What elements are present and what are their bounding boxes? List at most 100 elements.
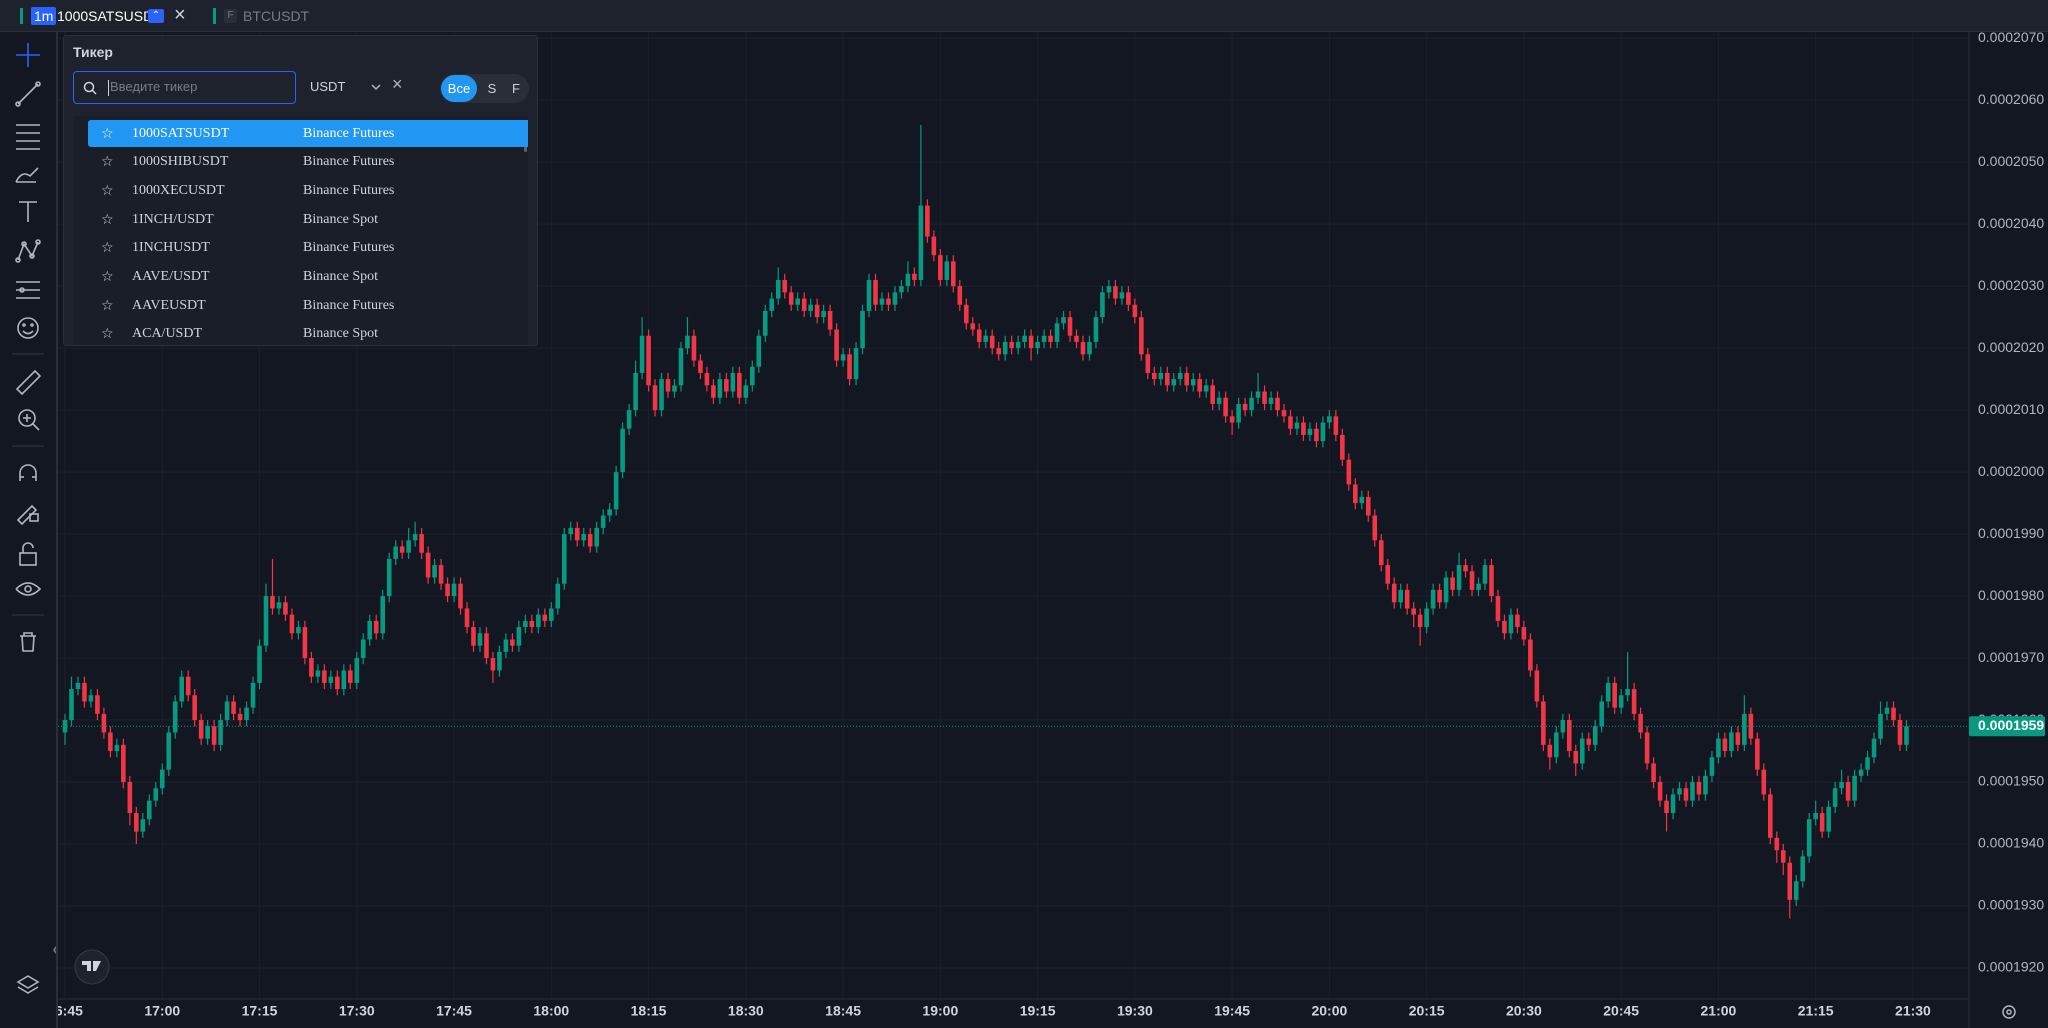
candle-body — [1456, 565, 1462, 590]
quote-select[interactable]: USDT — [310, 79, 346, 94]
visibility-tool[interactable] — [15, 582, 42, 596]
candle-body — [1897, 720, 1903, 745]
favorite-star[interactable]: ☆ — [101, 240, 114, 257]
ticker-row[interactable]: ☆ 1INCH/USDT Binance Spot — [88, 206, 528, 233]
candle-body — [607, 509, 612, 516]
trend-line-tool[interactable] — [15, 81, 41, 107]
y-tick-label: 0.0002000 — [1978, 463, 2044, 479]
candle-body — [140, 819, 146, 832]
candle-body — [114, 744, 120, 752]
candle-body — [179, 676, 185, 702]
candle-body — [1255, 391, 1261, 398]
zoom-tool[interactable] — [18, 409, 40, 431]
last-price-label: 0.0001959 — [1978, 717, 2044, 733]
candle-body — [970, 323, 976, 330]
forecast-tool[interactable] — [16, 281, 40, 299]
candle-body — [1793, 881, 1799, 900]
candle-body — [834, 329, 839, 361]
tradingview-logo[interactable] — [74, 949, 110, 985]
pattern-tool[interactable] — [15, 239, 41, 263]
ticker-row[interactable]: ☆ AAVEUSDT Binance Futures — [88, 292, 528, 319]
candle-body — [1177, 372, 1183, 380]
ticker-exchange: Binance Futures — [303, 182, 395, 198]
candle-body — [1489, 565, 1494, 597]
magnet-tool[interactable] — [19, 464, 37, 481]
toolbar-icons — [12, 43, 58, 994]
filter-button[interactable]: F — [512, 81, 520, 96]
candle-body — [263, 596, 269, 646]
favorite-star[interactable]: ☆ — [101, 297, 114, 314]
tab-close[interactable]: × — [174, 4, 186, 26]
candle-body — [1476, 583, 1481, 590]
candle-body — [1346, 459, 1352, 485]
brush-tool[interactable] — [15, 167, 39, 183]
favorite-star[interactable]: ☆ — [101, 211, 114, 228]
favorite-star[interactable]: ☆ — [101, 125, 114, 142]
favorite-star[interactable]: ☆ — [101, 269, 114, 285]
y-tick-label: 0.0002030 — [1978, 277, 2044, 293]
emoji-tool[interactable] — [17, 317, 39, 339]
search-input[interactable]: Введите тикер — [73, 71, 296, 104]
ticker-row[interactable]: ☆ 1000SATSUSDT Binance Futures — [88, 120, 528, 147]
lock-drawing-tool[interactable] — [16, 504, 39, 526]
x-tick-label: 17:15 — [242, 1003, 278, 1019]
candle-body — [1528, 639, 1533, 671]
candle-body — [75, 682, 81, 690]
collapse-toggle[interactable] — [53, 945, 58, 955]
favorite-star[interactable]: ☆ — [101, 182, 114, 199]
candle-body — [1093, 317, 1099, 342]
text-tool[interactable] — [19, 201, 37, 222]
candle-body — [276, 602, 282, 609]
candle-body — [159, 769, 165, 789]
tab-symbol[interactable]: BTCUSDT — [243, 8, 310, 24]
ticker-row[interactable]: ☆ ACA/USDT Binance Spot — [88, 321, 528, 345]
favorite-star[interactable]: ☆ — [101, 154, 114, 171]
ticker-row[interactable]: ☆ 1000XECUSDT Binance Futures — [88, 177, 528, 204]
candle-body — [646, 335, 651, 386]
candle-body — [1729, 732, 1734, 752]
lock-tool[interactable] — [19, 542, 37, 566]
candle-body — [445, 583, 450, 597]
tab-symbol[interactable]: 1000SATSUSDT — [57, 8, 162, 24]
ticker-row[interactable]: ☆ AAVE/USDT Binance Spot — [88, 264, 528, 291]
y-tick-label: 0.0002040 — [1978, 215, 2044, 231]
candle-body — [185, 676, 191, 696]
clear-button[interactable]: × — [392, 74, 403, 94]
y-tick-label: 0.0001980 — [1978, 587, 2044, 603]
candle-body — [1139, 317, 1144, 355]
settings-button[interactable] — [2002, 1005, 2016, 1019]
candle-body — [847, 354, 852, 380]
object-tree[interactable] — [16, 975, 40, 994]
filter-button[interactable]: S — [487, 81, 497, 96]
candle-body — [1502, 620, 1507, 634]
candle-body — [205, 726, 210, 739]
tab-menu[interactable]: ⌃ — [148, 9, 164, 23]
candle-body — [1223, 397, 1228, 417]
candle-body — [1865, 757, 1870, 770]
candle-body — [1871, 738, 1877, 758]
y-tick-label: 0.0002020 — [1978, 339, 2044, 355]
x-tick-label: 21:00 — [1701, 1003, 1737, 1019]
select-chevron[interactable] — [370, 82, 382, 92]
candle-body — [1145, 354, 1151, 373]
candle-body — [1573, 751, 1579, 764]
filter-button[interactable]: Все — [441, 75, 477, 102]
favorite-star[interactable]: ☆ — [101, 326, 114, 343]
delete-tool[interactable] — [20, 632, 36, 652]
candle-body — [315, 670, 321, 677]
ruler-tool[interactable] — [15, 369, 42, 396]
candle-body — [1372, 515, 1378, 541]
interval-badge[interactable]: 1m — [31, 7, 57, 25]
crosshair-tool[interactable] — [16, 43, 40, 67]
ticker-row[interactable]: ☆ 1000SHIBUSDT Binance Futures — [88, 149, 528, 176]
gear-inner — [2006, 1009, 2012, 1015]
candle-body — [698, 360, 703, 373]
candle-body — [1197, 379, 1202, 392]
candle-body — [1158, 372, 1164, 380]
candle-body — [1184, 372, 1190, 386]
fib-tool[interactable] — [16, 124, 40, 150]
candle-body — [1878, 713, 1883, 739]
ticker-row[interactable]: ☆ 1INCHUSDT Binance Futures — [88, 235, 528, 262]
candle-body — [1443, 577, 1449, 603]
candle-body — [425, 552, 431, 578]
